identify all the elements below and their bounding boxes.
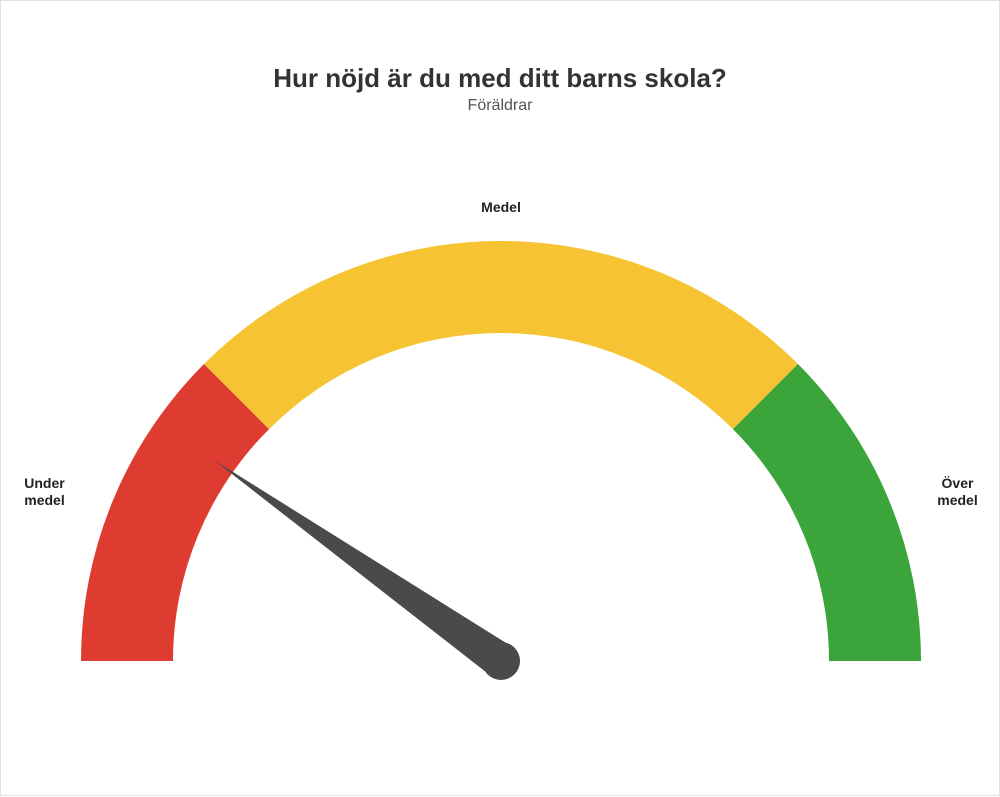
gauge-needle-pointer bbox=[214, 460, 511, 675]
gauge-needle bbox=[214, 460, 520, 680]
gauge-segment-2 bbox=[733, 364, 921, 661]
gauge-chart bbox=[1, 1, 1000, 797]
gauge-needle-hub bbox=[482, 642, 520, 680]
gauge-segment-1 bbox=[204, 241, 798, 429]
gauge-segment-label-1: Medel bbox=[451, 199, 551, 217]
gauge-segment-label-2: Över medel bbox=[908, 475, 1000, 510]
gauge-segment-label-0: Under medel bbox=[0, 475, 95, 510]
gauge-segment-0 bbox=[81, 364, 269, 661]
gauge-arcs bbox=[81, 241, 921, 661]
chart-frame: Hur nöjd är du med ditt barns skola? För… bbox=[0, 0, 1000, 796]
